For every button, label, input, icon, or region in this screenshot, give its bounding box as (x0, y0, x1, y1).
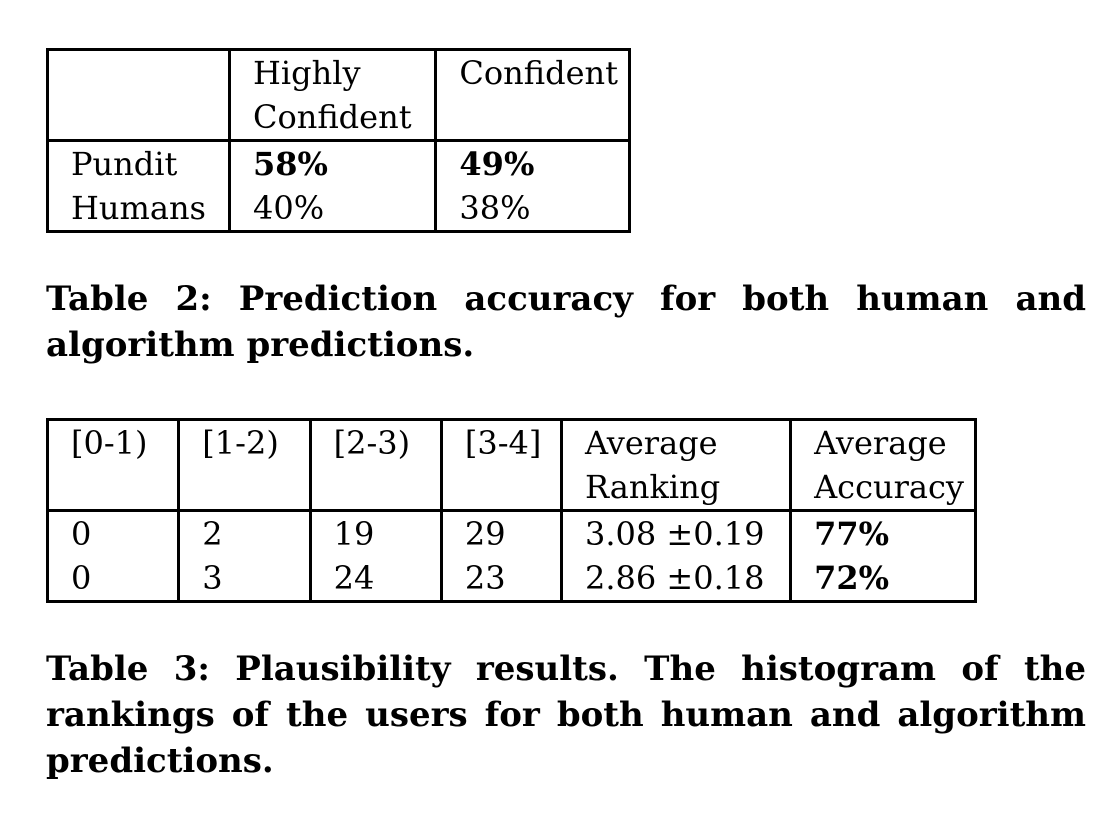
table-cell: 77% (789, 510, 976, 556)
row-label: Pundit (71, 145, 178, 183)
table-cell: 40% (227, 186, 436, 232)
table-2: Highly Confident Confident Pundit 58% 49… (46, 48, 631, 233)
table-cell: 29 (439, 510, 562, 556)
table-3-caption: Table 3: Plausibility results. The histo… (46, 649, 1086, 781)
table-2-header-cell: Confident (434, 49, 630, 142)
header-text: Highly (252, 54, 361, 92)
table-cell: 38% (434, 186, 630, 232)
table-cell: 49% (434, 140, 630, 186)
header-text: [2-3) (333, 424, 411, 462)
table-3-header-cell: [1-2) (177, 419, 311, 512)
table-3-header-row: [0-1) [1-2) [2-3) [3-4] Average Ranking … (47, 419, 976, 512)
table-2-header-cell: Highly Confident (227, 49, 436, 142)
table-cell: 19 (308, 510, 442, 556)
table-cell: 2 (177, 510, 311, 556)
table-cell: 0 (71, 515, 92, 553)
row-label: Humans (71, 189, 206, 227)
table-cell: 72% (789, 556, 976, 602)
header-text: [0-1) (71, 424, 148, 462)
table-cell: 23 (439, 556, 562, 602)
header-text: [1-2) (202, 424, 279, 462)
table-3-header-cell: Average Ranking (559, 419, 791, 512)
table-cell: 2.86 ±0.18 (559, 556, 791, 602)
header-text: [3-4] (464, 424, 542, 462)
table-cell: 3 (177, 556, 311, 602)
table-cell: 58% (227, 140, 436, 186)
table-3-header-cell: [3-4] (439, 419, 562, 512)
table-row: 0 2 19 29 3.08 ±0.19 77% (48, 510, 976, 556)
table-row: Pundit 58% 49% (48, 140, 630, 186)
table-2-caption: Table 2: Prediction accuracy for both hu… (46, 279, 1086, 365)
header-text: Accuracy (814, 468, 964, 506)
header-text: Confident (459, 54, 618, 92)
table-row: Humans 40% 38% (48, 186, 630, 232)
table-3-header-cell: [0-1) (47, 419, 179, 512)
table-3: [0-1) [1-2) [2-3) [3-4] Average Ranking … (46, 418, 977, 603)
table-3-header-cell: [2-3) (308, 419, 442, 512)
table-2-header-row: Highly Confident Confident (47, 49, 630, 142)
table-cell: 3.08 ±0.19 (559, 510, 791, 556)
header-text: Confident (252, 98, 412, 136)
table-cell: 24 (308, 556, 442, 602)
table-3-header-cell: Average Accuracy (789, 419, 976, 512)
header-text: Average (584, 424, 718, 462)
table-2-header-cell (47, 49, 230, 142)
table-row: 0 3 24 23 2.86 ±0.18 72% (48, 556, 976, 602)
header-text: Average (814, 424, 947, 462)
table-cell: 0 (71, 559, 92, 597)
header-text: Ranking (584, 468, 721, 506)
